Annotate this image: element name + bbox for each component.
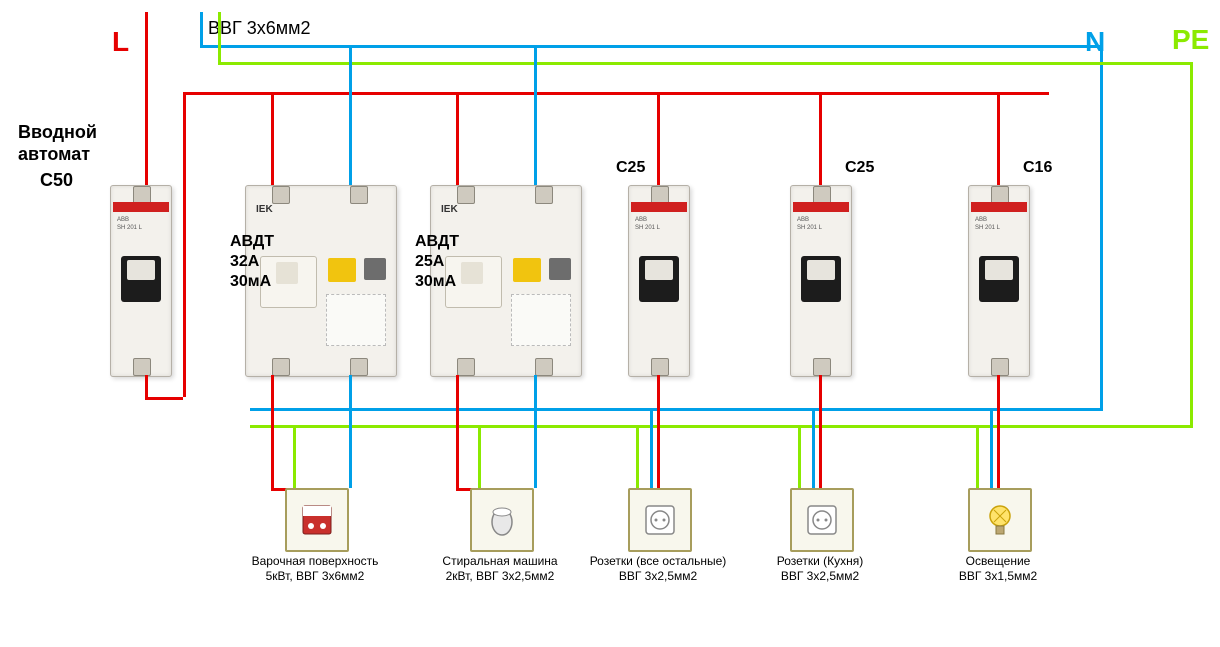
load-l1: Стиральная машина [442, 554, 557, 568]
cb5-PEdrop [976, 425, 979, 488]
cb4-Lin [819, 92, 822, 185]
cb3-Lin [657, 92, 660, 185]
cb5-Lin [997, 92, 1000, 185]
avdt2-Nin [534, 45, 537, 185]
L-riser [183, 92, 186, 397]
main-out-v [145, 375, 148, 397]
PE-incoming-v [218, 12, 221, 62]
load-l2: ВВГ 3x1,5мм2 [959, 569, 1037, 583]
device-label: 30мА [415, 272, 456, 292]
N-right-column [1100, 45, 1103, 411]
avdt1-PEdrop [293, 425, 296, 488]
rcbo-test-button[interactable] [513, 258, 541, 282]
load-avdt2 [470, 488, 534, 552]
avdt1-Lout [271, 375, 274, 488]
avdt2-PEdrop [478, 425, 481, 488]
rcbo-test-button[interactable] [328, 258, 356, 282]
device-label: 25А [415, 252, 444, 272]
avdt2-Nout [534, 375, 537, 488]
cb3-rating: С25 [616, 158, 645, 178]
cb4-rating: С25 [845, 158, 874, 178]
load-l1: Розетки (Кухня) [777, 554, 864, 568]
main-breaker: ABBSH 201 L [110, 185, 172, 377]
PE-label: PE [1172, 24, 1209, 56]
load-label-cb4: Розетки (Кухня)ВВГ 3x2,5мм2 [730, 554, 910, 584]
cb4-PEdrop [798, 425, 801, 488]
breaker-cb3: ABBSH 201 L [628, 185, 690, 377]
load-l2: 2кВт, ВВГ 3x2,5мм2 [446, 569, 555, 583]
PE-top-bus [218, 62, 1193, 65]
cb4-Lout [819, 375, 822, 488]
breaker-cb5: ABBSH 201 L [968, 185, 1030, 377]
avdt2-Lin [456, 92, 459, 185]
load-l1: Варочная поверхность [252, 554, 379, 568]
device-label: АВДТ [230, 232, 274, 252]
N-bottom-bus [250, 408, 1103, 411]
N-top-bus [200, 45, 1103, 48]
device-label: 32А [230, 252, 259, 272]
load-cb5 [968, 488, 1032, 552]
main-title1: Вводной [18, 122, 97, 142]
breaker-cb4: ABBSH 201 L [790, 185, 852, 377]
main-out-h [145, 397, 183, 400]
device-label: АВДТ [415, 232, 459, 252]
N-incoming-v [200, 12, 203, 45]
L-top-bus [183, 92, 1049, 95]
cable-label: ВВГ 3x6мм2 [208, 18, 311, 39]
load-cb4 [790, 488, 854, 552]
PE-bottom-bus [250, 425, 1193, 428]
L-incoming [145, 12, 148, 185]
main-title2: автомат [18, 144, 90, 164]
L-label: L [112, 26, 129, 58]
cb5-Ndrop [990, 408, 993, 488]
cb5-rating: С16 [1023, 158, 1052, 178]
load-label-cb5: ОсвещениеВВГ 3x1,5мм2 [908, 554, 1088, 584]
cb4-Ndrop [812, 408, 815, 488]
load-avdt1 [285, 488, 349, 552]
load-label-avdt1: Варочная поверхность5кВт, ВВГ 3x6мм2 [225, 554, 405, 584]
avdt1-Nin [349, 45, 352, 185]
main-rating: С50 [40, 170, 73, 190]
load-label-cb3: Розетки (все остальные)ВВГ 3x2,5мм2 [568, 554, 748, 584]
load-label-avdt2: Стиральная машина2кВт, ВВГ 3x2,5мм2 [410, 554, 590, 584]
load-l1: Розетки (все остальные) [590, 554, 727, 568]
load-l2: ВВГ 3x2,5мм2 [781, 569, 859, 583]
cb5-Lout [997, 375, 1000, 488]
cb3-PEdrop [636, 425, 639, 488]
avdt1-Nout [349, 375, 352, 488]
load-l2: ВВГ 3x2,5мм2 [619, 569, 697, 583]
load-l2: 5кВт, ВВГ 3x6мм2 [266, 569, 365, 583]
load-l1: Освещение [966, 554, 1031, 568]
load-cb3 [628, 488, 692, 552]
PE-right-column [1190, 62, 1193, 428]
device-label: 30мА [230, 272, 271, 292]
cb3-Lout [657, 375, 660, 488]
cb3-Ndrop [650, 408, 653, 488]
avdt2-Lout [456, 375, 459, 488]
avdt1-Lin [271, 92, 274, 185]
